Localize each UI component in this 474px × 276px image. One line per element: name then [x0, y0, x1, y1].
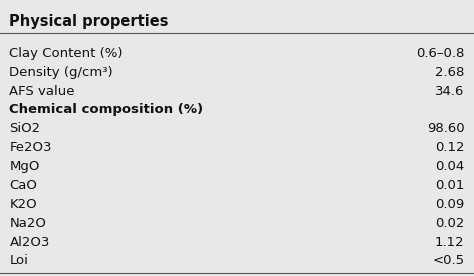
Text: K2O: K2O	[9, 198, 37, 211]
Text: Chemical composition (%): Chemical composition (%)	[9, 104, 204, 116]
Text: Loi: Loi	[9, 254, 28, 267]
Text: 0.09: 0.09	[435, 198, 465, 211]
Text: 0.01: 0.01	[435, 179, 465, 192]
Text: MgO: MgO	[9, 160, 40, 173]
Text: 34.6: 34.6	[435, 85, 465, 98]
Text: 0.04: 0.04	[435, 160, 465, 173]
Text: 98.60: 98.60	[427, 122, 465, 135]
Text: Fe2O3: Fe2O3	[9, 141, 52, 154]
Text: 0.6–0.8: 0.6–0.8	[416, 47, 465, 60]
Text: 1.12: 1.12	[435, 235, 465, 248]
Text: Na2O: Na2O	[9, 217, 46, 230]
Text: AFS value: AFS value	[9, 85, 75, 98]
Text: Physical properties: Physical properties	[9, 14, 169, 29]
Text: Density (g/cm³): Density (g/cm³)	[9, 66, 113, 79]
Text: CaO: CaO	[9, 179, 37, 192]
Text: 0.02: 0.02	[435, 217, 465, 230]
Text: 2.68: 2.68	[435, 66, 465, 79]
Text: Clay Content (%): Clay Content (%)	[9, 47, 123, 60]
Text: 0.12: 0.12	[435, 141, 465, 154]
Text: Al2O3: Al2O3	[9, 235, 50, 248]
Text: SiO2: SiO2	[9, 122, 41, 135]
Text: <0.5: <0.5	[432, 254, 465, 267]
